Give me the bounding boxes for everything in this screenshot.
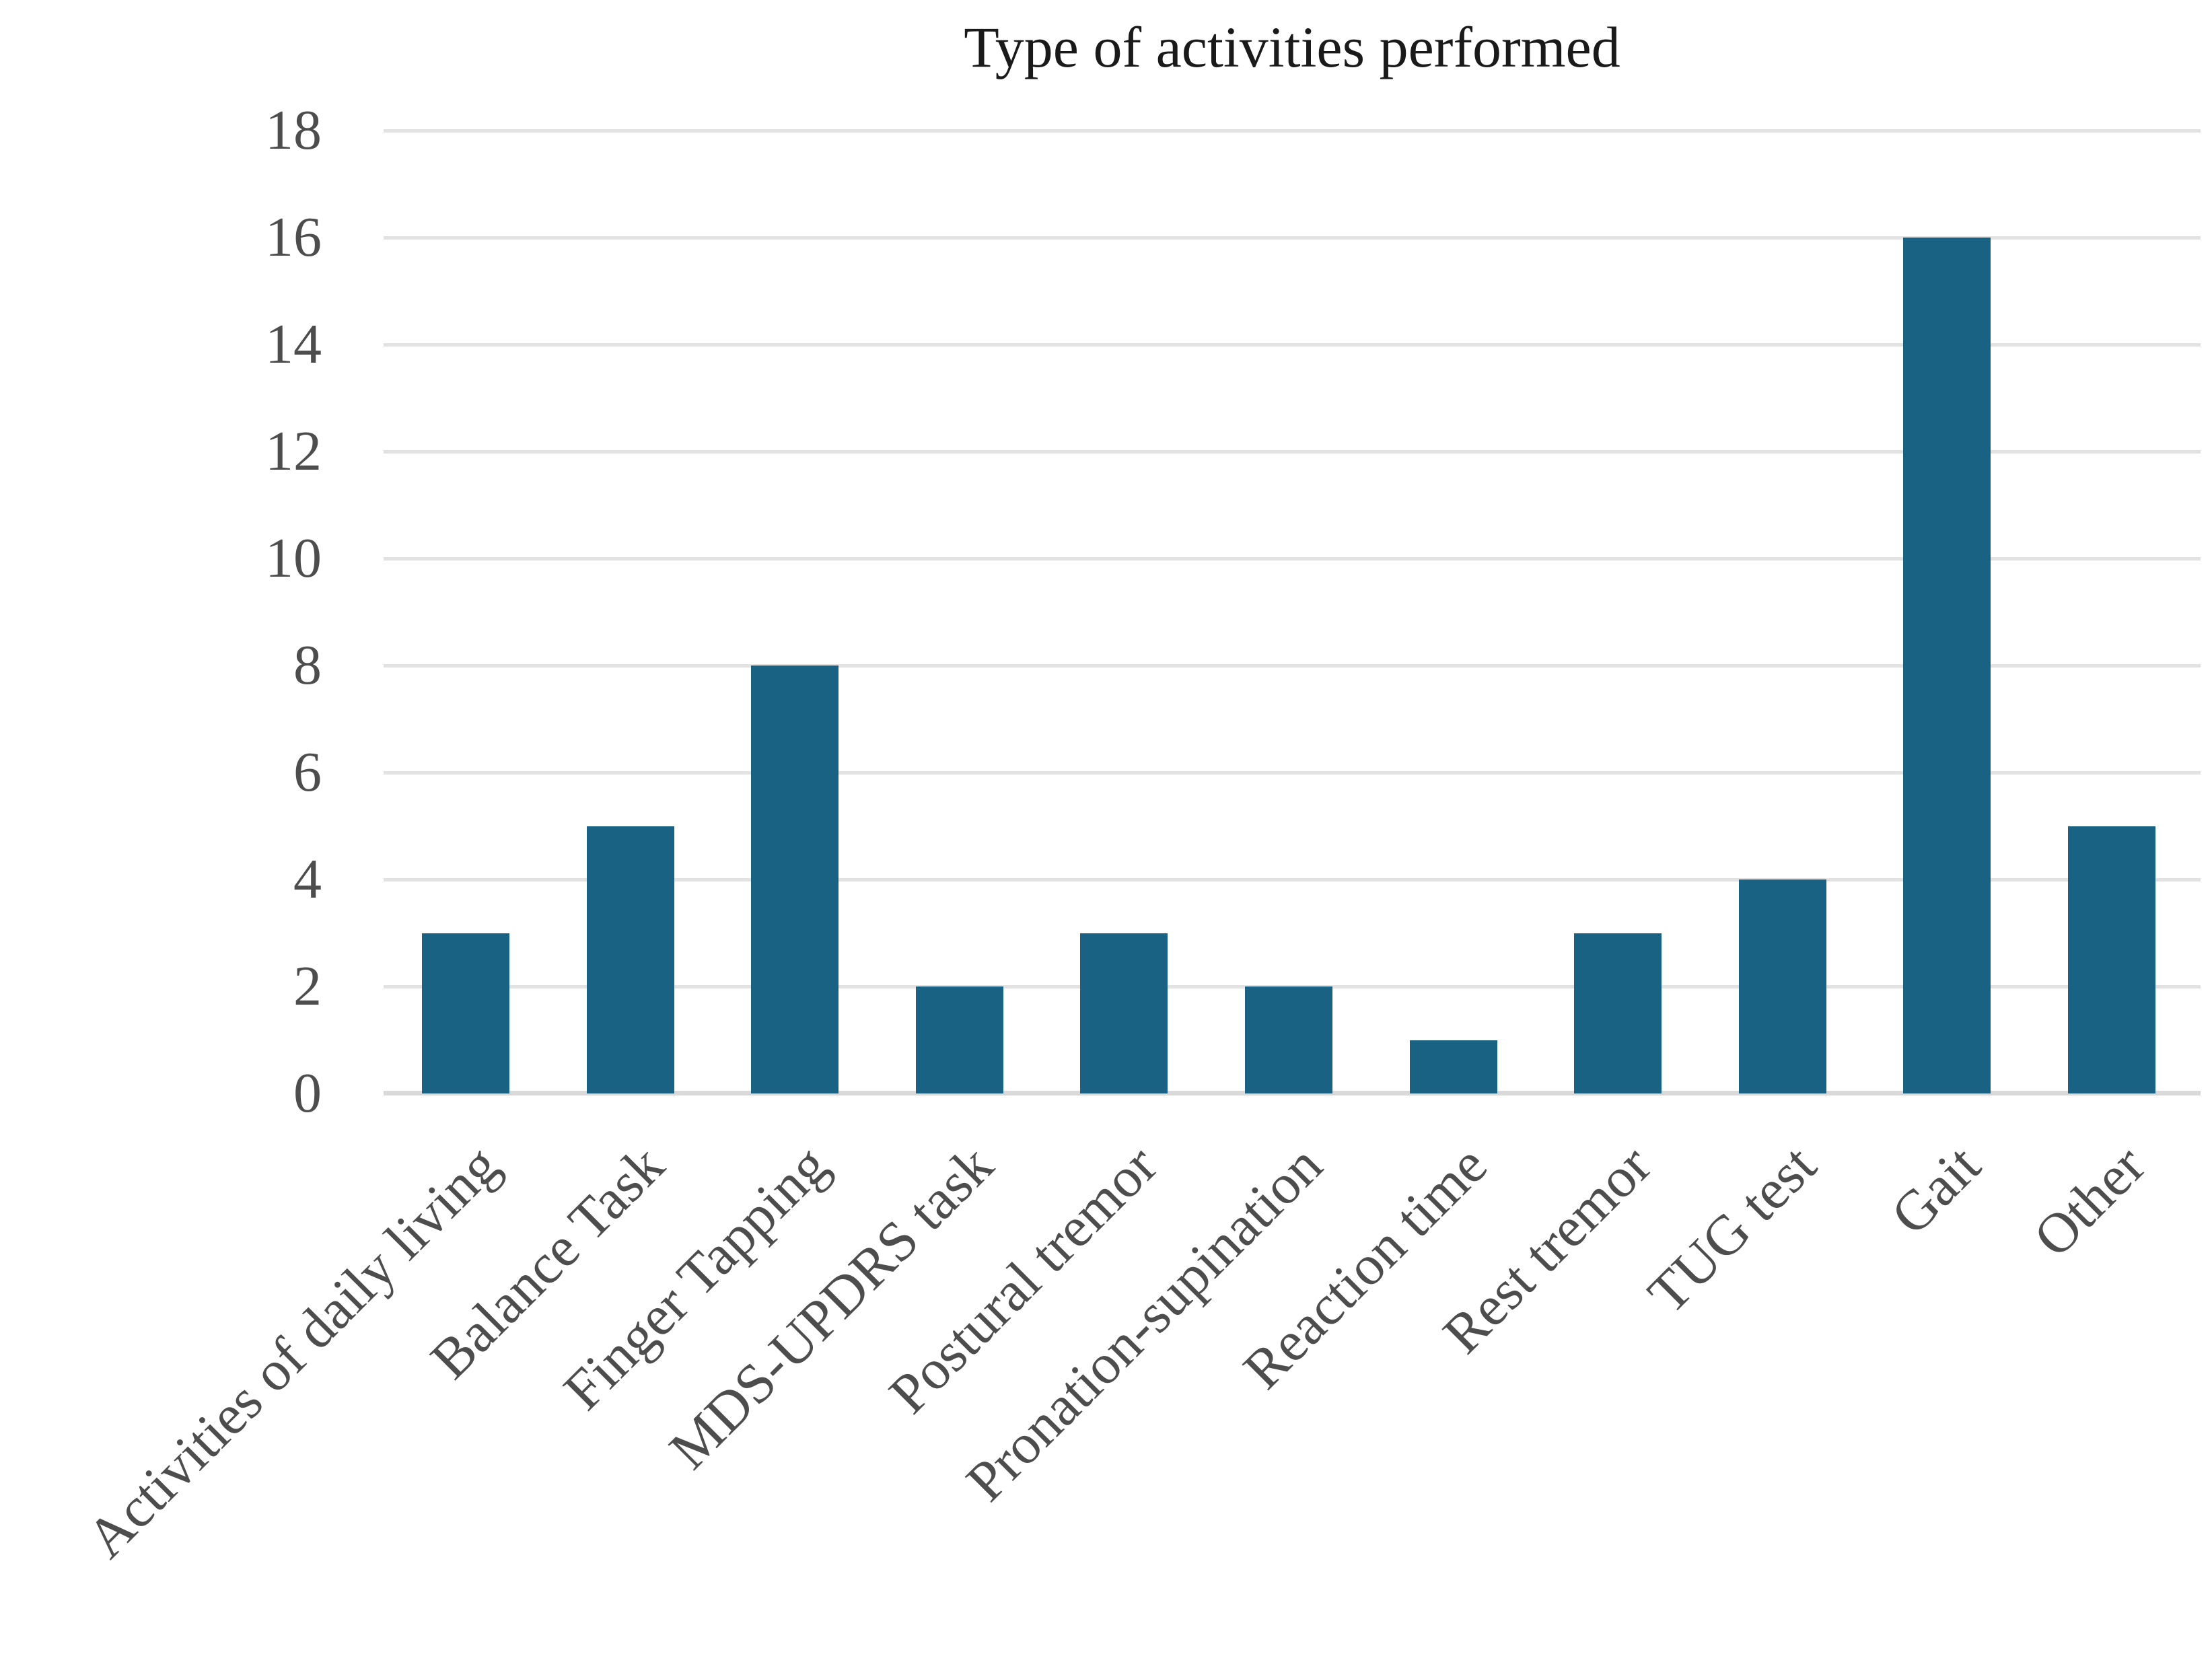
bar-other: [2068, 826, 2155, 1093]
gridline-y-10: [384, 557, 2201, 561]
bar-gait: [1903, 238, 1991, 1093]
bar-activities-of-daily-living: [422, 933, 509, 1093]
gridline-y-12: [384, 450, 2201, 454]
x-tick-label-postural-tremor: Postural tremor: [878, 1133, 1170, 1426]
x-tick-label-tug-test: TUG test: [1636, 1133, 1828, 1326]
y-tick-label-4: 4: [293, 848, 322, 910]
x-tick-label-pronation-supination: Pronation-supination: [954, 1133, 1334, 1513]
x-tick-label-rest-tremor: Rest tremor: [1431, 1133, 1664, 1366]
bar-tug-test: [1738, 879, 1826, 1093]
bar-finger-tapping: [751, 666, 839, 1093]
gridline-y-4: [384, 878, 2201, 882]
bar-postural-tremor: [1080, 933, 1168, 1093]
y-axis-tick-labels: 0 2 4 6 8 10 12 14 16 18: [0, 0, 322, 1654]
gridline-y-8: [384, 664, 2201, 668]
gridline-y-14: [384, 343, 2201, 347]
gridline-y-16: [384, 236, 2201, 240]
y-tick-label-8: 8: [293, 634, 322, 696]
y-tick-label-6: 6: [293, 741, 322, 803]
y-tick-label-18: 18: [265, 99, 322, 161]
chart-title: Type of activities performed: [964, 15, 1620, 79]
bar-reaction-time: [1409, 1040, 1497, 1093]
gridline-y-18: [384, 129, 2201, 133]
bar-rest-tremor: [1574, 933, 1662, 1093]
y-tick-label-16: 16: [265, 206, 322, 268]
plot-area: [384, 129, 2201, 1095]
x-tick-label-gait: Gait: [1879, 1133, 1993, 1247]
bar-mds-updrs-task: [915, 986, 1003, 1093]
y-tick-label-10: 10: [265, 527, 322, 589]
gridline-y-6: [384, 771, 2201, 775]
bar-pronation-supination: [1245, 986, 1332, 1093]
bar-balance-task: [586, 826, 674, 1093]
y-tick-label-14: 14: [265, 313, 322, 375]
y-tick-label-0: 0: [293, 1062, 322, 1124]
x-tick-label-reaction-time: Reaction time: [1231, 1133, 1499, 1402]
x-tick-label-other: Other: [2022, 1133, 2157, 1269]
x-tick-label-mds-updrs-task: MDS-UPDRS task: [657, 1133, 1005, 1482]
y-tick-label-2: 2: [293, 955, 322, 1017]
y-tick-label-12: 12: [265, 420, 322, 482]
